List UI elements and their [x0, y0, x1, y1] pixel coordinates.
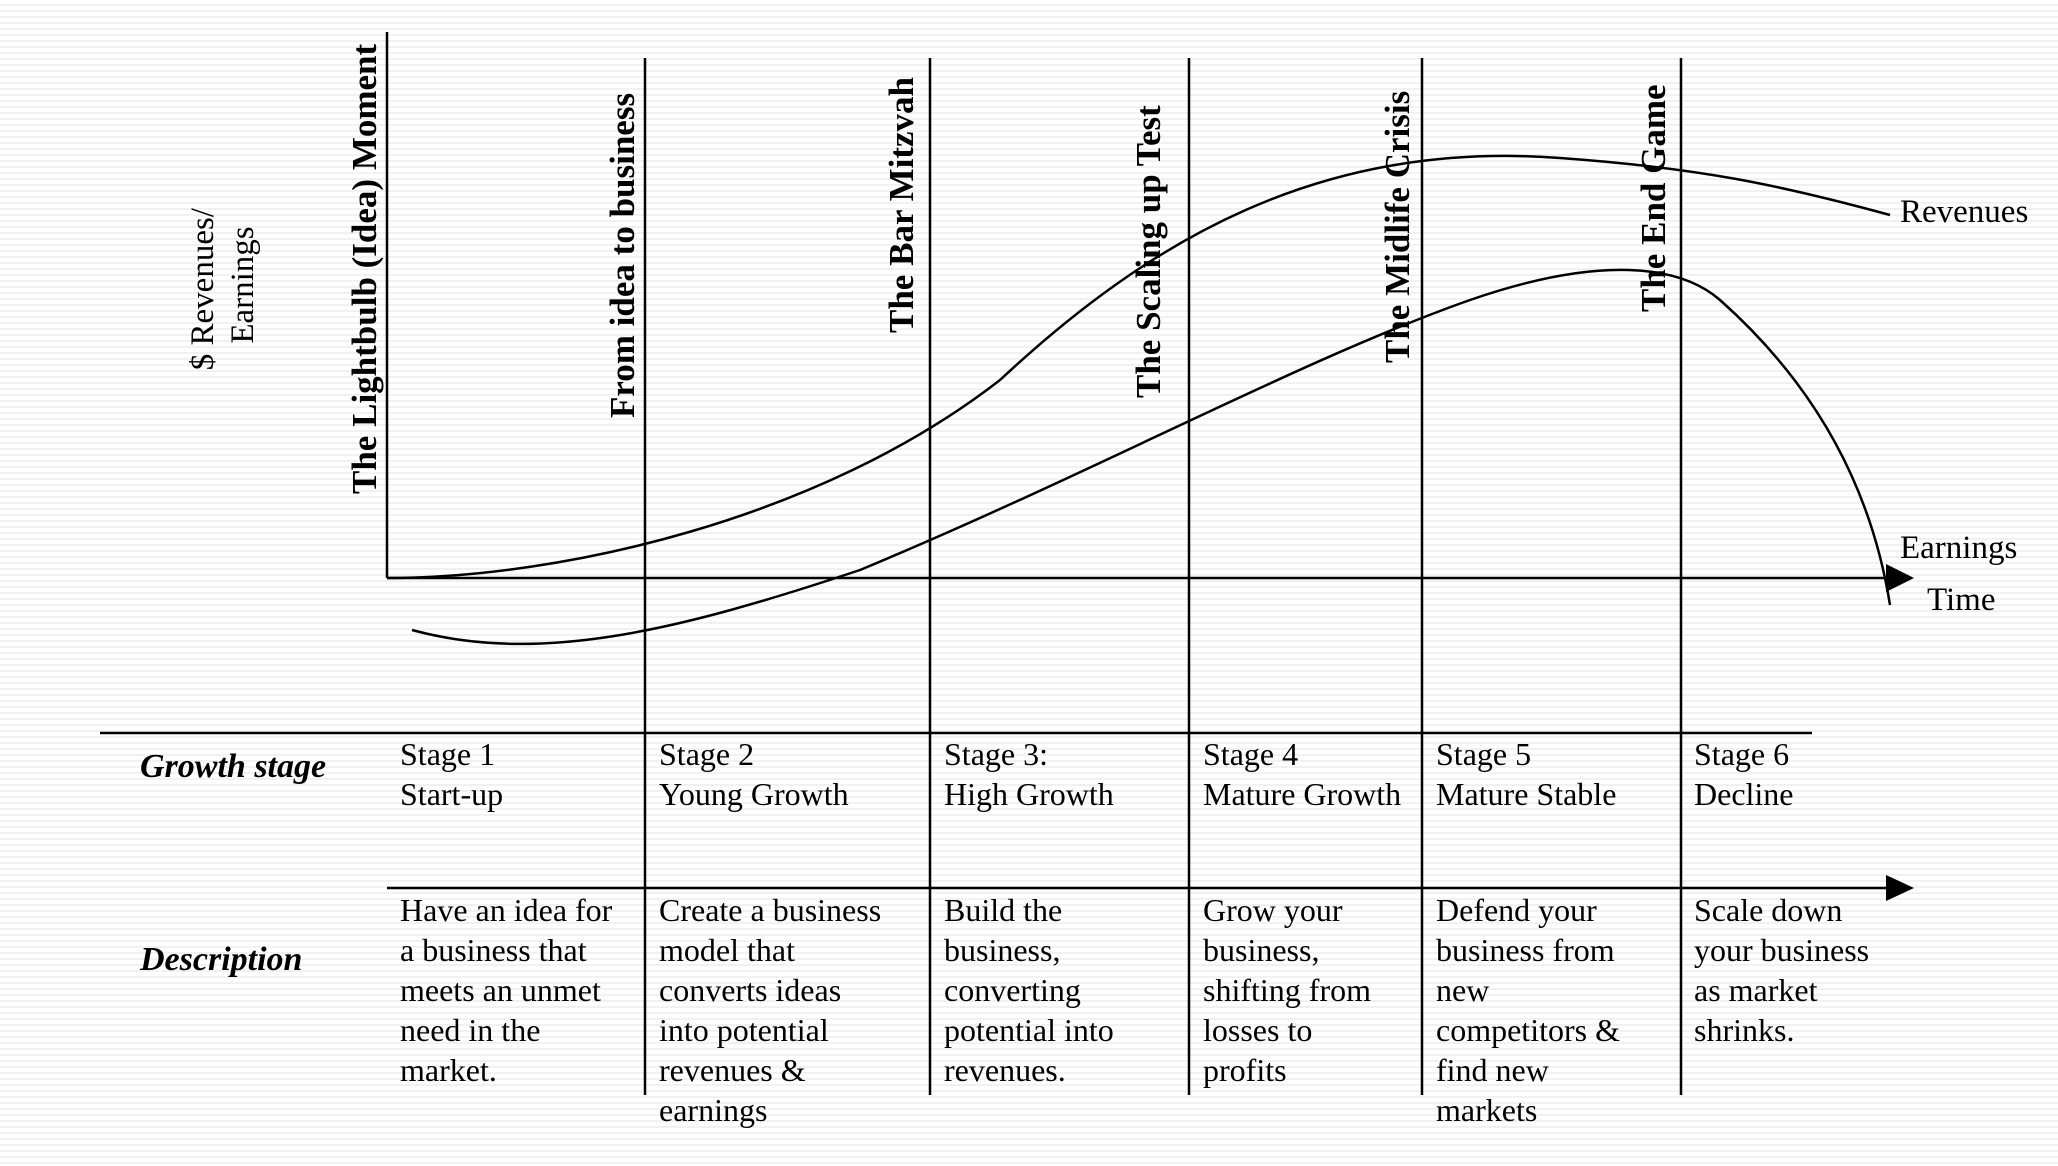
stage-cell-3: Stage 3: High Growth — [944, 734, 1114, 814]
time-label: Time — [1927, 582, 1995, 618]
description-line: profits — [1203, 1052, 1287, 1088]
stage-title: High Growth — [944, 776, 1114, 812]
milestone-label: The Midlife Crisis — [1378, 91, 1417, 363]
description-line: losses to — [1203, 1012, 1313, 1048]
description-line: converts ideas — [659, 972, 842, 1008]
description-line: earnings — [659, 1092, 768, 1128]
description-line: meets an unmet — [400, 972, 601, 1008]
stage-title: Mature Stable — [1436, 776, 1617, 812]
description-line: Scale down — [1694, 892, 1843, 928]
description-line: Create a business — [659, 892, 882, 928]
description-line: market. — [400, 1052, 497, 1088]
stage-number: Stage 5 — [1436, 736, 1532, 772]
y-axis-label: $ Revenues/ Earnings — [185, 200, 261, 370]
description-line: Build the — [944, 892, 1063, 928]
growth-stage-row-title: Growth stage — [140, 748, 327, 785]
description-line: new — [1436, 972, 1490, 1008]
description-line: revenues & — [659, 1052, 806, 1088]
description-line: business from — [1436, 932, 1615, 968]
description-line: competitors & — [1436, 1012, 1620, 1048]
stage-cell-2: Stage 2 Young Growth — [659, 734, 849, 814]
stage-cell-4: Stage 4 Mature Growth — [1203, 734, 1401, 814]
description-line: business, — [1203, 932, 1320, 968]
description-line: revenues. — [944, 1052, 1066, 1088]
stage-title: Start-up — [400, 776, 504, 812]
milestone-label: The Lightbulb (Idea) Moment — [345, 43, 384, 494]
description-line: model that — [659, 932, 795, 968]
stage-cell-1: Stage 1 Start-up — [400, 734, 503, 814]
description-cell-5: Defend your business from new competitor… — [1436, 890, 1620, 1130]
milestone-label: From idea to business — [603, 93, 642, 418]
description-line: business, — [944, 932, 1061, 968]
stage-title: Decline — [1694, 776, 1794, 812]
description-line: Have an idea for — [400, 892, 613, 928]
description-line: need in the — [400, 1012, 541, 1048]
stage-number: Stage 2 — [659, 736, 755, 772]
description-line: shrinks. — [1694, 1012, 1795, 1048]
revenues-label: Revenues — [1900, 194, 2028, 230]
stage-number: Stage 1 — [400, 736, 496, 772]
stage-title: Young Growth — [659, 776, 849, 812]
description-line: Defend your — [1436, 892, 1597, 928]
description-line: find new — [1436, 1052, 1549, 1088]
earnings-label: Earnings — [1900, 530, 2017, 566]
description-line: converting — [944, 972, 1081, 1008]
milestone-label: The Bar Mitzvah — [882, 77, 921, 333]
milestone-label: The Scaling up Test — [1129, 105, 1168, 398]
stage-number: Stage 6 — [1694, 736, 1790, 772]
description-cell-1: Have an idea for a business that meets a… — [400, 890, 612, 1090]
x-axis-arrow — [1886, 564, 1914, 592]
description-cell-4: Grow your business, shifting from losses… — [1203, 890, 1371, 1090]
milestone-label: The End Game — [1634, 84, 1673, 312]
stage-number: Stage 3: — [944, 736, 1048, 772]
description-line: into potential — [659, 1012, 829, 1048]
description-line: your business — [1694, 932, 1870, 968]
stage-number: Stage 4 — [1203, 736, 1299, 772]
description-cell-2: Create a business model that converts id… — [659, 890, 881, 1130]
stage-cell-6: Stage 6 Decline — [1694, 734, 1794, 814]
description-line: Grow your — [1203, 892, 1343, 928]
table-arrow — [1886, 875, 1914, 901]
description-cell-6: Scale down your business as market shrin… — [1694, 890, 1869, 1050]
description-line: markets — [1436, 1092, 1538, 1128]
stage-title: Mature Growth — [1203, 776, 1402, 812]
description-row-title: Description — [140, 941, 303, 978]
description-line: shifting from — [1203, 972, 1371, 1008]
description-line: as market — [1694, 972, 1818, 1008]
revenues-curve — [386, 154, 1891, 580]
description-line: a business that — [400, 932, 587, 968]
description-cell-3: Build the business, converting potential… — [944, 890, 1114, 1090]
earnings-curve — [411, 268, 1892, 646]
description-line: potential into — [944, 1012, 1114, 1048]
stage-cell-5: Stage 5 Mature Stable — [1436, 734, 1616, 814]
